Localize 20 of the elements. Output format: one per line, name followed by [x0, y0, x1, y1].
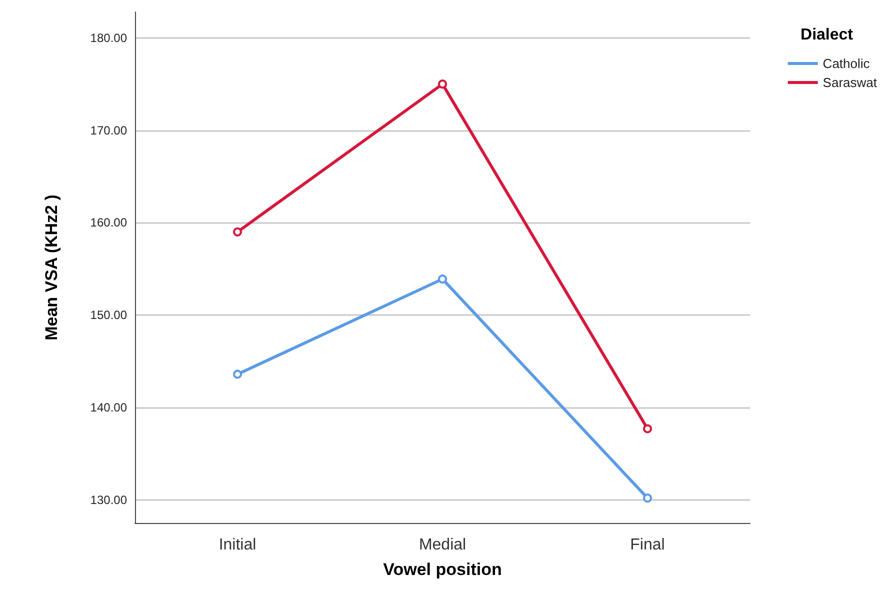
x-tick-label: Medial: [418, 536, 466, 554]
point: [233, 370, 242, 379]
y-tick-label: 180.00: [90, 30, 128, 45]
x-tick-label: Initial: [218, 536, 256, 554]
y-tick-label: 130.00: [90, 492, 128, 507]
y-tick-label: 150.00: [90, 308, 128, 322]
point: [643, 494, 652, 503]
point: [233, 227, 242, 236]
legend-title: Dialect: [800, 26, 854, 44]
x-axis-title: Vowel position: [383, 560, 502, 579]
y-tick-label: 160.00: [90, 216, 128, 230]
legend-label: Catholic: [822, 56, 870, 71]
y-axis-title: Mean VSA (KHz2 ): [42, 194, 61, 340]
point: [438, 80, 447, 89]
point: [438, 274, 447, 284]
y-tick-label: 140.00: [90, 400, 128, 414]
point: [643, 424, 652, 434]
y-tick-label: 170.00: [90, 123, 128, 138]
x-tick-label: Final: [630, 536, 665, 554]
legend-label: Saraswat: [822, 75, 878, 90]
